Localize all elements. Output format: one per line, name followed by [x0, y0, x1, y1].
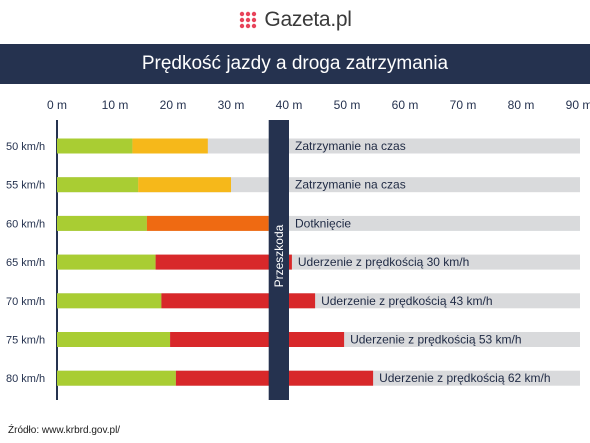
logo-dot: [252, 17, 257, 23]
obstacle-bar: [268, 120, 289, 400]
logo-dot: [246, 23, 251, 29]
bar-braking: [170, 332, 345, 347]
x-tick-label: 10 m: [102, 98, 129, 112]
bar-braking: [132, 138, 208, 154]
row-annotation: Uderzenie z prędkością 30 km/h: [298, 255, 469, 269]
logo-text: Gazeta.pl: [264, 8, 352, 31]
bar-reaction: [57, 254, 156, 270]
x-tick-label: 70 m: [450, 98, 477, 112]
chart-title-bar: Prędkość jazdy a droga zatrzymania: [0, 44, 590, 84]
row-annotation: Dotknięcie: [295, 216, 351, 230]
logo-dot: [240, 23, 245, 29]
logo-dot: [246, 17, 251, 23]
row-label: 60 km/h: [6, 218, 45, 230]
row-annotation: Uderzenie z prędkością 53 km/h: [350, 333, 521, 347]
logo-dot: [252, 23, 257, 29]
bar-reaction: [57, 138, 133, 154]
logo-dot: [240, 11, 245, 17]
row-label: 70 km/h: [6, 296, 45, 308]
bar-reaction: [57, 177, 139, 193]
row-label: 80 km/h: [6, 373, 45, 385]
logo-dot: [246, 11, 251, 17]
row-annotation: Uderzenie z prędkością 62 km/h: [379, 371, 550, 385]
x-tick-label: 0 m: [47, 98, 67, 112]
x-tick-label: 60 m: [392, 98, 419, 112]
logo-dot: [240, 17, 245, 23]
x-tick-label: 80 m: [508, 98, 535, 112]
source-note: Źródło: www.krbrd.gov.pl/: [8, 425, 121, 436]
x-tick-label: 90 m: [566, 98, 590, 112]
stopping-distance-chart: 0 m 10 m 20 m 30 m 40 m 50 m 60 m 70 m 80 m 90 m 5…: [6, 98, 590, 400]
row-annotation: Zatrzymanie na czas: [295, 139, 406, 153]
bar-reaction: [57, 370, 176, 386]
chart-title: Prędkość jazdy a droga zatrzymania: [141, 53, 449, 74]
brand-logo: Gazeta.pl: [0, 6, 590, 34]
x-tick-label: 30 m: [218, 98, 245, 112]
x-tick-label: 40 m: [276, 98, 303, 112]
logo-dot: [252, 11, 257, 17]
bar-reaction: [57, 215, 147, 231]
row-label: 55 km/h: [6, 180, 45, 192]
obstacle-label: Przeszkoda: [272, 224, 286, 287]
logo-dots-icon: [240, 11, 257, 29]
bar-reaction: [57, 332, 171, 347]
row-label: 65 km/h: [6, 257, 45, 269]
row-label: 50 km/h: [6, 141, 45, 153]
x-tick-label: 20 m: [160, 98, 187, 112]
x-tick-label: 50 m: [334, 98, 361, 112]
bar-braking: [138, 177, 231, 193]
bar-reaction: [57, 293, 162, 309]
row-annotation: Zatrzymanie na czas: [295, 178, 406, 192]
bar-braking: [155, 254, 292, 270]
bar-braking: [161, 293, 316, 309]
row-label: 75 km/h: [6, 335, 45, 347]
bar-braking: [146, 215, 269, 231]
row-annotation: Uderzenie z prędkością 43 km/h: [321, 294, 492, 308]
